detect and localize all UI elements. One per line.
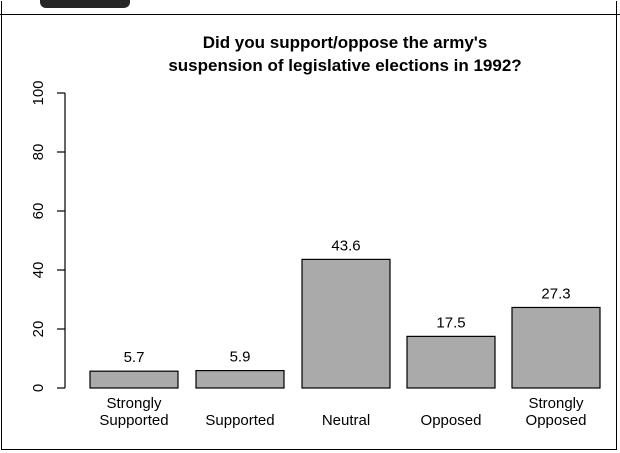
value-labels: 5.7 5.9 43.6 17.5 27.3 xyxy=(124,237,571,366)
bar-value-label: 17.5 xyxy=(436,314,465,331)
bar xyxy=(89,370,179,389)
bars xyxy=(89,258,601,389)
y-tick-label: 80 xyxy=(30,144,47,161)
top-rule xyxy=(0,14,620,15)
category-label: Neutral xyxy=(322,412,370,429)
chart-title-line-2: suspension of legislative elections in 1… xyxy=(168,56,521,75)
chart-title: Did you support/oppose the army's suspen… xyxy=(168,33,521,75)
y-tick-label: 0 xyxy=(30,384,47,392)
chart-title-line-1: Did you support/oppose the army's xyxy=(203,33,488,52)
y-axis: 0 20 40 60 80 100 xyxy=(30,80,66,392)
category-label: Opposed xyxy=(421,412,482,429)
category-label: Supported xyxy=(205,412,274,429)
y-tick-label: 20 xyxy=(30,321,47,338)
category-label: Opposed xyxy=(526,412,587,429)
bar xyxy=(301,258,391,389)
category-label: Supported xyxy=(99,412,168,429)
y-tick-label: 40 xyxy=(30,262,47,279)
bar-value-label: 5.7 xyxy=(124,349,145,366)
bar xyxy=(195,369,285,389)
y-tick-label: 100 xyxy=(30,80,47,105)
y-tick-label: 60 xyxy=(30,203,47,220)
bar-value-label: 27.3 xyxy=(541,285,570,302)
bar-value-label: 5.9 xyxy=(230,349,251,366)
category-label: Strongly xyxy=(106,395,162,412)
cropped-header-fragment xyxy=(40,0,130,8)
bar-value-label: 43.6 xyxy=(331,237,360,254)
bar xyxy=(406,335,496,389)
bar xyxy=(511,306,601,389)
category-label: Strongly xyxy=(528,395,584,412)
